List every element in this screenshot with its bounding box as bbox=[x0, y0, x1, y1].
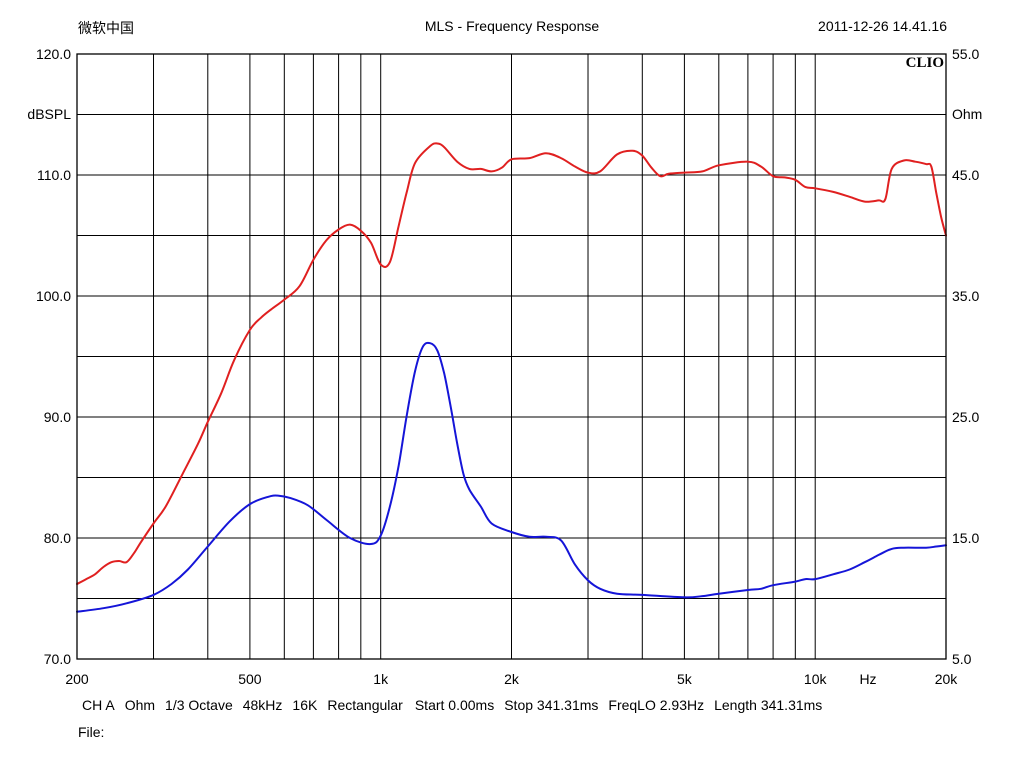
footer-setting-item: Stop 341.31ms bbox=[504, 697, 599, 713]
tick-labels: 200 500 1k 2k 5k 10k 20k 120.0 110.0 100.0 90.0 80.… bbox=[36, 46, 980, 687]
x-tick-label: 2k bbox=[504, 671, 520, 687]
footer-setting-item: 48kHz bbox=[242, 697, 283, 713]
impedance-curve bbox=[76, 341, 947, 613]
y-tick-label-right: 5.0 bbox=[952, 651, 972, 667]
y-tick-label-right: 55.0 bbox=[952, 46, 979, 62]
y-tick-label-right: 25.0 bbox=[952, 409, 979, 425]
header-left-label: 微软中国 bbox=[78, 20, 134, 36]
footer-setting-item: Rectangular bbox=[327, 697, 403, 713]
footer-setting-item: CH A bbox=[82, 697, 115, 713]
x-tick-label: 1k bbox=[373, 671, 389, 687]
footer-setting-item: 1/3 Octave bbox=[165, 697, 233, 713]
x-tick-label: 5k bbox=[677, 671, 693, 687]
spl-curve bbox=[76, 142, 947, 585]
grid bbox=[77, 54, 946, 659]
y-tick-label-right: 35.0 bbox=[952, 288, 979, 304]
footer-setting-item: Start 0.00ms bbox=[414, 697, 495, 713]
y-tick-label-left: 100.0 bbox=[36, 288, 71, 304]
chart-title: MLS - Frequency Response bbox=[424, 18, 600, 34]
footer-setting-item: Ohm bbox=[124, 697, 156, 713]
file-label: File: bbox=[78, 724, 105, 740]
footer-settings: CH A Ohm 1/3 Octave 48kHz 16K Rectangular Star… bbox=[82, 697, 832, 713]
y-tick-label-left: 120.0 bbox=[36, 46, 71, 62]
x-tick-label: 500 bbox=[238, 671, 262, 687]
y-tick-label-left: 90.0 bbox=[44, 409, 71, 425]
x-tick-label: 10k bbox=[804, 671, 828, 687]
footer-setting-item: Length 341.31ms bbox=[714, 697, 823, 713]
x-axis-unit-label: Hz bbox=[859, 671, 876, 687]
y-axis-label-right: Ohm bbox=[952, 106, 982, 122]
y-axis-label-left: dBSPL bbox=[27, 106, 71, 122]
x-tick-label: 20k bbox=[935, 671, 959, 687]
y-tick-label-right: 45.0 bbox=[952, 167, 979, 183]
footer-setting-item: FreqLO 2.93Hz bbox=[608, 697, 705, 713]
y-tick-label-left: 80.0 bbox=[44, 530, 71, 546]
y-tick-label-left: 70.0 bbox=[44, 651, 71, 667]
series-layer bbox=[76, 142, 947, 613]
header-datetime: 2011-12-26 14.41.16 bbox=[818, 18, 947, 34]
clio-logo: CLIO bbox=[906, 55, 944, 71]
plot-frame bbox=[76, 53, 947, 660]
x-tick-label: 200 bbox=[65, 671, 89, 687]
y-tick-label-right: 15.0 bbox=[952, 530, 979, 546]
y-tick-label-left: 110.0 bbox=[37, 167, 71, 183]
footer-setting-item: 16K bbox=[292, 697, 318, 713]
